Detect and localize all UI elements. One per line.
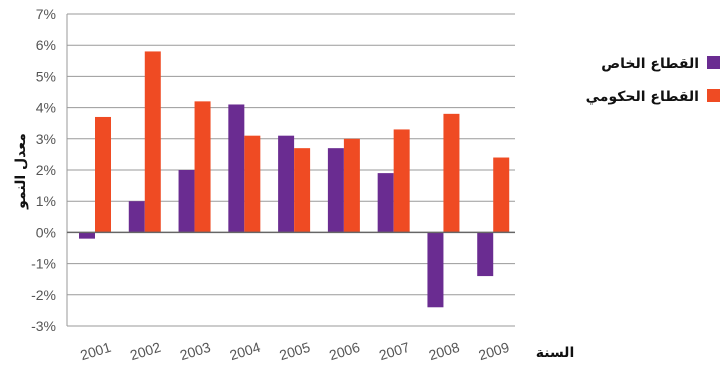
x-axis-ticks: 2001 2002 2003 2004 2005 2006 2007 2008 2009: [78, 339, 511, 363]
bar-private-2008: [427, 232, 444, 308]
y-tick-label: -2%: [31, 287, 56, 303]
y-axis-ticks: 7% 6% 5% 4% 3% 2% 1% 0% -1% -2% -3%: [31, 6, 56, 334]
x-tick-label: 2002: [128, 339, 163, 363]
bar-private-2002: [128, 201, 145, 233]
bar-government-2009: [493, 157, 510, 233]
bar-private-2001: [79, 232, 95, 239]
bar-private-2006: [327, 148, 344, 233]
y-tick-label: 2%: [36, 162, 56, 178]
legend-swatch: [707, 56, 720, 69]
x-tick-label: 2009: [477, 339, 512, 363]
bar-government-2002: [144, 51, 161, 233]
x-axis-title: السنة: [536, 345, 575, 361]
bars: [79, 51, 510, 308]
y-tick-label: 5%: [36, 68, 56, 84]
x-tick-label: 2001: [78, 339, 113, 363]
bar-private-2003: [178, 170, 195, 233]
bar-private-2009: [477, 232, 494, 277]
y-tick-label: 0%: [36, 224, 56, 240]
y-tick-label: 6%: [36, 37, 56, 53]
bar-government-2007: [393, 129, 410, 233]
y-tick-label: -3%: [31, 318, 56, 334]
y-tick-label: 1%: [36, 193, 56, 209]
legend-label: القطاع الحكومي: [586, 89, 699, 105]
legend-swatch: [707, 89, 720, 102]
bar-government-2006: [343, 138, 360, 233]
x-tick-label: 2004: [228, 339, 263, 363]
x-tick-label: 2008: [427, 339, 462, 363]
bar-government-2004: [244, 135, 261, 233]
x-tick-label: 2006: [327, 339, 362, 363]
x-tick-label: 2007: [377, 339, 412, 363]
y-tick-label: 3%: [36, 131, 56, 147]
bar-private-2007: [377, 173, 394, 233]
bar-government-2005: [294, 148, 311, 233]
legend: القطاع الخاص القطاع الحكومي: [586, 56, 720, 105]
bar-government-2001: [95, 116, 111, 233]
y-tick-label: 7%: [36, 6, 56, 22]
y-axis-title: معدل النمو: [13, 133, 29, 210]
legend-label: القطاع الخاص: [601, 56, 699, 72]
bar-government-2008: [443, 113, 460, 233]
bar-private-2005: [278, 135, 295, 233]
x-tick-label: 2005: [277, 339, 312, 363]
bar-private-2004: [228, 104, 245, 233]
y-tick-label: -1%: [31, 256, 56, 272]
y-tick-label: 4%: [36, 100, 56, 116]
bar-government-2003: [194, 101, 211, 233]
x-tick-label: 2003: [178, 339, 213, 363]
